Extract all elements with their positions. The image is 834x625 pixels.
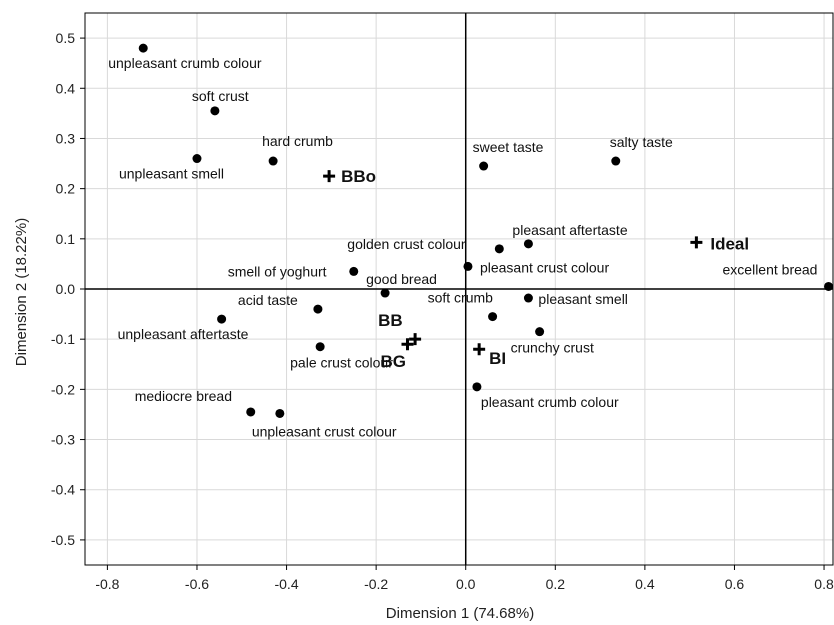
attribute-point xyxy=(268,156,278,166)
x-tick-label: 0.4 xyxy=(635,576,655,592)
attribute-point xyxy=(488,312,498,322)
product-marker xyxy=(323,170,336,183)
attribute-label: pleasant crust colour xyxy=(480,259,610,275)
grid-lines xyxy=(85,13,833,565)
attribute-label: excellent bread xyxy=(723,261,818,277)
attribute-point xyxy=(611,156,621,166)
attribute-point xyxy=(479,161,489,171)
attribute-label: pleasant crumb colour xyxy=(481,394,619,410)
tick-labels: -0.8 -0.6 -0.4 -0.2 0.0 0.2 0.4 0.6 0.8 -0.5 -0.4 -… xyxy=(51,30,834,592)
attribute-label: golden crust colour xyxy=(347,236,466,252)
attribute-label: soft crumb xyxy=(428,290,494,306)
product-label: BG xyxy=(380,352,406,371)
attribute-point xyxy=(138,43,148,53)
y-tick-label: 0.0 xyxy=(56,281,76,297)
product-points: BBo Ideal BB BG BI xyxy=(323,167,749,371)
axes xyxy=(80,12,834,570)
attribute-point xyxy=(192,154,202,164)
attribute-point xyxy=(523,239,533,249)
y-tick-label: 0.5 xyxy=(56,30,76,46)
attribute-label: acid taste xyxy=(238,292,298,308)
attribute-point xyxy=(463,261,473,271)
attribute-label: pleasant smell xyxy=(538,291,628,307)
x-tick-label: 0.0 xyxy=(456,576,476,592)
attribute-point xyxy=(217,314,227,324)
product-marker xyxy=(401,338,414,351)
attribute-label: salty taste xyxy=(610,134,673,150)
y-tick-label: -0.2 xyxy=(51,381,75,397)
attribute-point xyxy=(472,382,482,392)
product-marker xyxy=(409,333,422,346)
attribute-point xyxy=(824,281,834,291)
x-tick-label: 0.8 xyxy=(814,576,834,592)
attribute-label: unpleasant crumb colour xyxy=(108,55,262,71)
attribute-label: pale crust colour xyxy=(290,355,393,371)
x-tick-label: 0.2 xyxy=(546,576,566,592)
attribute-label: pleasant aftertaste xyxy=(512,222,627,238)
product-label: Ideal xyxy=(710,234,749,253)
attribute-label: crunchy crust xyxy=(511,340,594,356)
attribute-label: unpleasant smell xyxy=(119,166,224,182)
y-axis-title: Dimension 2 (18.22%) xyxy=(13,218,30,366)
y-tick-label: -0.4 xyxy=(51,482,75,498)
attribute-point xyxy=(210,106,220,116)
attribute-points: unpleasant crumb colour soft crust unpleas… xyxy=(108,43,834,439)
x-axis-title: Dimension 1 (74.68%) xyxy=(386,605,534,622)
y-tick-label: -0.3 xyxy=(51,432,75,448)
attribute-label: hard crumb xyxy=(262,133,333,149)
attribute-label: sweet taste xyxy=(473,139,544,155)
attribute-point xyxy=(315,342,325,352)
attribute-label: unpleasant crust colour xyxy=(252,423,397,439)
attribute-label: smell of yoghurt xyxy=(228,263,327,279)
x-tick-label: -0.2 xyxy=(364,576,388,592)
product-marker xyxy=(473,343,486,356)
attribute-point xyxy=(523,293,533,303)
y-tick-label: 0.1 xyxy=(56,231,76,247)
y-tick-label: 0.2 xyxy=(56,181,76,197)
attribute-label: soft crust xyxy=(192,88,249,104)
product-label: BBo xyxy=(341,167,376,186)
attribute-point xyxy=(349,266,359,276)
attribute-point xyxy=(535,327,545,337)
attribute-point xyxy=(494,244,504,254)
product-label: BB xyxy=(378,311,403,330)
attribute-point xyxy=(380,288,390,298)
x-tick-label: -0.8 xyxy=(95,576,119,592)
attribute-label: mediocre bread xyxy=(135,388,232,404)
attribute-point xyxy=(275,408,285,418)
y-tick-label: -0.5 xyxy=(51,532,75,548)
y-tick-label: -0.1 xyxy=(51,331,75,347)
product-label: BI xyxy=(489,349,506,368)
attribute-point xyxy=(246,407,256,417)
attribute-label: good bread xyxy=(366,271,437,287)
y-tick-label: 0.3 xyxy=(56,130,76,146)
attribute-label: unpleasant aftertaste xyxy=(118,326,249,342)
x-tick-label: -0.6 xyxy=(185,576,209,592)
x-tick-label: -0.4 xyxy=(274,576,298,592)
y-tick-label: 0.4 xyxy=(56,80,76,96)
attribute-point xyxy=(313,304,323,314)
product-marker xyxy=(690,236,703,249)
x-tick-label: 0.6 xyxy=(725,576,745,592)
